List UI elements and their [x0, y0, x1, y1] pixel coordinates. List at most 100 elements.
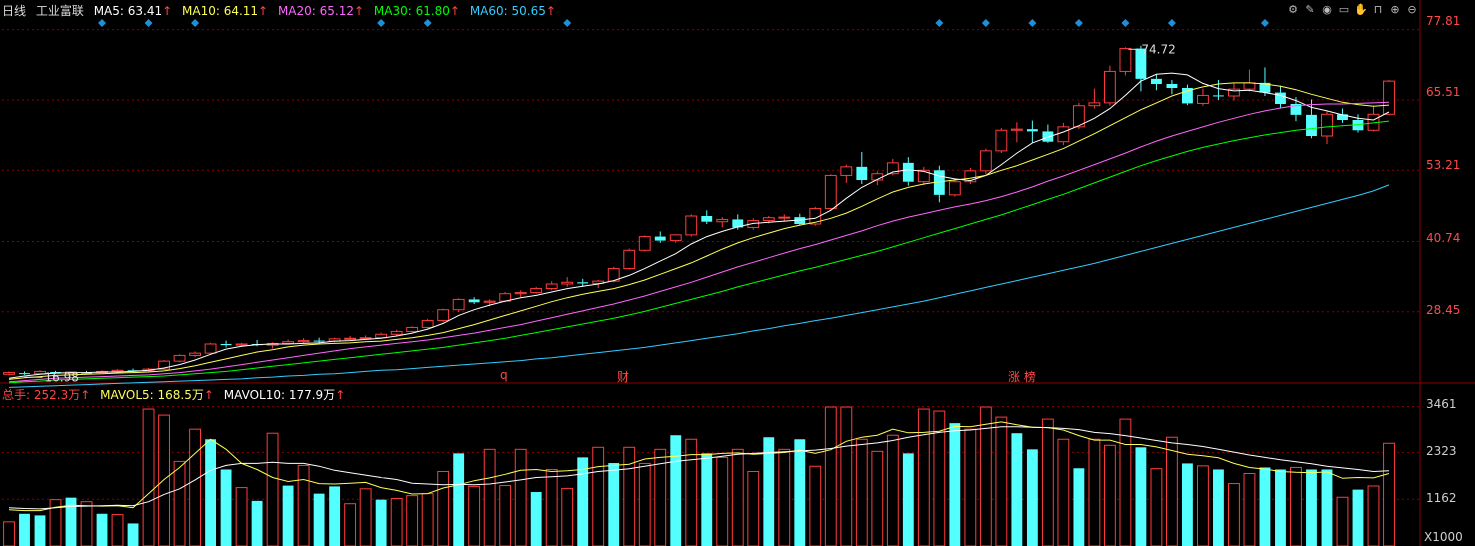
ma60-arrow: ↑ — [545, 4, 556, 18]
candle-up — [390, 330, 403, 335]
candle-down — [732, 219, 744, 228]
volume-bar-up — [995, 416, 1008, 546]
volume-bar-up — [3, 521, 15, 546]
event-marker — [1260, 19, 1269, 27]
candle-up — [111, 369, 124, 372]
candle-down — [1275, 92, 1286, 104]
volume-bar-up — [235, 487, 248, 546]
volume-bar-up — [80, 501, 93, 546]
candle-up — [995, 129, 1008, 152]
volume-bar-down — [701, 453, 713, 546]
candle-down — [1042, 131, 1054, 142]
candle-up — [514, 292, 527, 295]
volume-legend: 总手: 252.3万↑ MAVOL5: 168.5万↑ MAVOL10: 177… — [2, 386, 351, 403]
chart-icon[interactable]: ▭ — [1338, 2, 1350, 16]
volume-bar-up — [483, 448, 496, 546]
pen-icon[interactable]: ✎ — [1305, 2, 1315, 16]
event-flag-leaderboard[interactable]: 涨 榜 — [1008, 370, 1036, 384]
volume-bar-up — [297, 464, 310, 546]
price-tick-3: 40.74 — [1426, 231, 1461, 245]
event-marker — [377, 19, 386, 27]
candle-up — [747, 220, 760, 228]
volume-bar-up — [49, 499, 62, 546]
volume-bar-down — [1213, 469, 1224, 546]
volume-bar-down — [127, 523, 139, 546]
candle-up — [1321, 113, 1333, 137]
volume-bar-up — [886, 434, 899, 546]
event-marker — [191, 19, 200, 27]
eye-icon[interactable]: ◉ — [1322, 2, 1332, 16]
volume-bar-down — [453, 453, 465, 546]
ma30-arrow: ↑ — [449, 4, 460, 18]
candle-up — [824, 174, 837, 210]
ma60-value: MA60: 50.65 — [469, 4, 546, 18]
volume-bar-up — [778, 448, 791, 546]
volume-bar-up — [421, 493, 434, 546]
volume-bar-up — [189, 428, 201, 546]
candle-up — [3, 372, 15, 375]
volume-bar-down — [34, 515, 46, 546]
candle-up — [778, 216, 791, 219]
volume-bar-up — [266, 432, 279, 546]
ma10-value: MA10: 64.11 — [182, 4, 259, 18]
total-volume: 总手: 252.3万 — [2, 388, 81, 402]
event-flag-q[interactable]: q — [500, 368, 508, 382]
candle-up — [623, 249, 636, 270]
volume-tick-1: 2323 — [1426, 444, 1457, 458]
volume-tick-0: 3461 — [1426, 397, 1457, 411]
volume-bar-up — [809, 465, 822, 546]
volume-bar-down — [1306, 469, 1317, 546]
low-label: 16.98 — [45, 370, 79, 384]
volume-bar-up — [468, 485, 481, 546]
hand-icon[interactable]: ✋ — [1354, 2, 1368, 16]
candle-down — [654, 236, 666, 241]
volume-bar-up — [499, 485, 512, 546]
gear-icon[interactable]: ⚙ — [1288, 2, 1298, 16]
volume-bar-up — [979, 406, 992, 546]
volume-bar-up — [406, 495, 419, 546]
event-marker — [563, 19, 572, 27]
candle-up — [1197, 94, 1209, 104]
candle-up — [375, 333, 388, 339]
chart-toolbar: ⚙ ✎ ◉ ▭ ✋ ⊓ ⊕ ⊖ — [1286, 2, 1419, 16]
candle-up — [716, 218, 729, 223]
candle-up — [421, 320, 434, 328]
lock-icon[interactable]: ⊓ — [1373, 2, 1383, 16]
candle-up — [530, 288, 543, 294]
candle-up — [1072, 105, 1085, 128]
candle-down — [1259, 82, 1271, 93]
volume-bar-down — [763, 437, 775, 546]
candle-down — [701, 216, 713, 222]
candle-down — [794, 217, 806, 224]
candle-up — [483, 300, 496, 303]
candle-up — [1103, 70, 1116, 104]
zoom-in-icon[interactable]: ⊕ — [1390, 2, 1400, 16]
candle-down — [856, 166, 868, 180]
event-flag-finance[interactable]: 财 — [617, 370, 630, 384]
volume-bar-up — [359, 488, 372, 546]
candle-down — [1306, 114, 1317, 136]
volume-bar-up — [1336, 496, 1349, 546]
zoom-out-icon[interactable]: ⊖ — [1407, 2, 1417, 16]
volume-bar-up — [142, 408, 155, 546]
candle-up — [964, 170, 977, 183]
ma5-arrow: ↑ — [162, 4, 173, 18]
volume-bar-down — [251, 500, 263, 546]
candle-up — [917, 169, 930, 183]
candle-up — [886, 162, 899, 175]
event-marker — [981, 19, 990, 27]
volume-tick-2: 1162 — [1426, 491, 1457, 505]
volume-bar-up — [592, 446, 605, 546]
candle-up — [34, 370, 46, 375]
event-marker — [1167, 19, 1176, 27]
volume-bar-up — [1290, 466, 1302, 546]
candle-up — [173, 354, 186, 362]
total-volume-arrow: ↑ — [80, 388, 91, 402]
volume-bar-up — [1150, 468, 1163, 546]
volume-bar-down — [1135, 447, 1147, 546]
candle-up — [452, 298, 465, 311]
candle-down — [1337, 114, 1348, 120]
volume-bar-up — [1088, 438, 1101, 546]
volume-unit: X1000 — [1424, 530, 1463, 544]
